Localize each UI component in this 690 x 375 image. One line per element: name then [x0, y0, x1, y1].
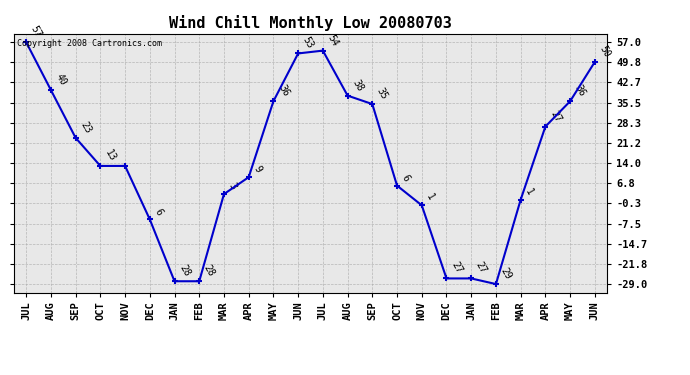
Text: 27: 27	[474, 261, 489, 276]
Text: 28: 28	[202, 263, 217, 279]
Text: 13: 13	[103, 148, 118, 163]
Text: Copyright 2008 Cartronics.com: Copyright 2008 Cartronics.com	[17, 39, 161, 48]
Text: 38: 38	[351, 78, 365, 93]
Text: 57: 57	[29, 24, 43, 39]
Text: 40: 40	[54, 72, 68, 87]
Text: 9: 9	[251, 164, 263, 174]
Text: 3: 3	[227, 181, 238, 191]
Text: 53: 53	[301, 36, 315, 51]
Text: 1: 1	[524, 187, 535, 197]
Text: 6: 6	[400, 173, 411, 183]
Text: 50: 50	[598, 44, 612, 59]
Text: 28: 28	[177, 263, 192, 279]
Text: 6: 6	[152, 207, 164, 217]
Text: 27: 27	[548, 109, 563, 124]
Text: 29: 29	[499, 266, 513, 281]
Text: 23: 23	[79, 120, 93, 135]
Text: 54: 54	[326, 33, 340, 48]
Text: 36: 36	[573, 83, 587, 99]
Text: 35: 35	[375, 86, 390, 101]
Text: 27: 27	[449, 261, 464, 276]
Text: 1: 1	[424, 192, 436, 202]
Title: Wind Chill Monthly Low 20080703: Wind Chill Monthly Low 20080703	[169, 15, 452, 31]
Text: 36: 36	[276, 83, 290, 99]
